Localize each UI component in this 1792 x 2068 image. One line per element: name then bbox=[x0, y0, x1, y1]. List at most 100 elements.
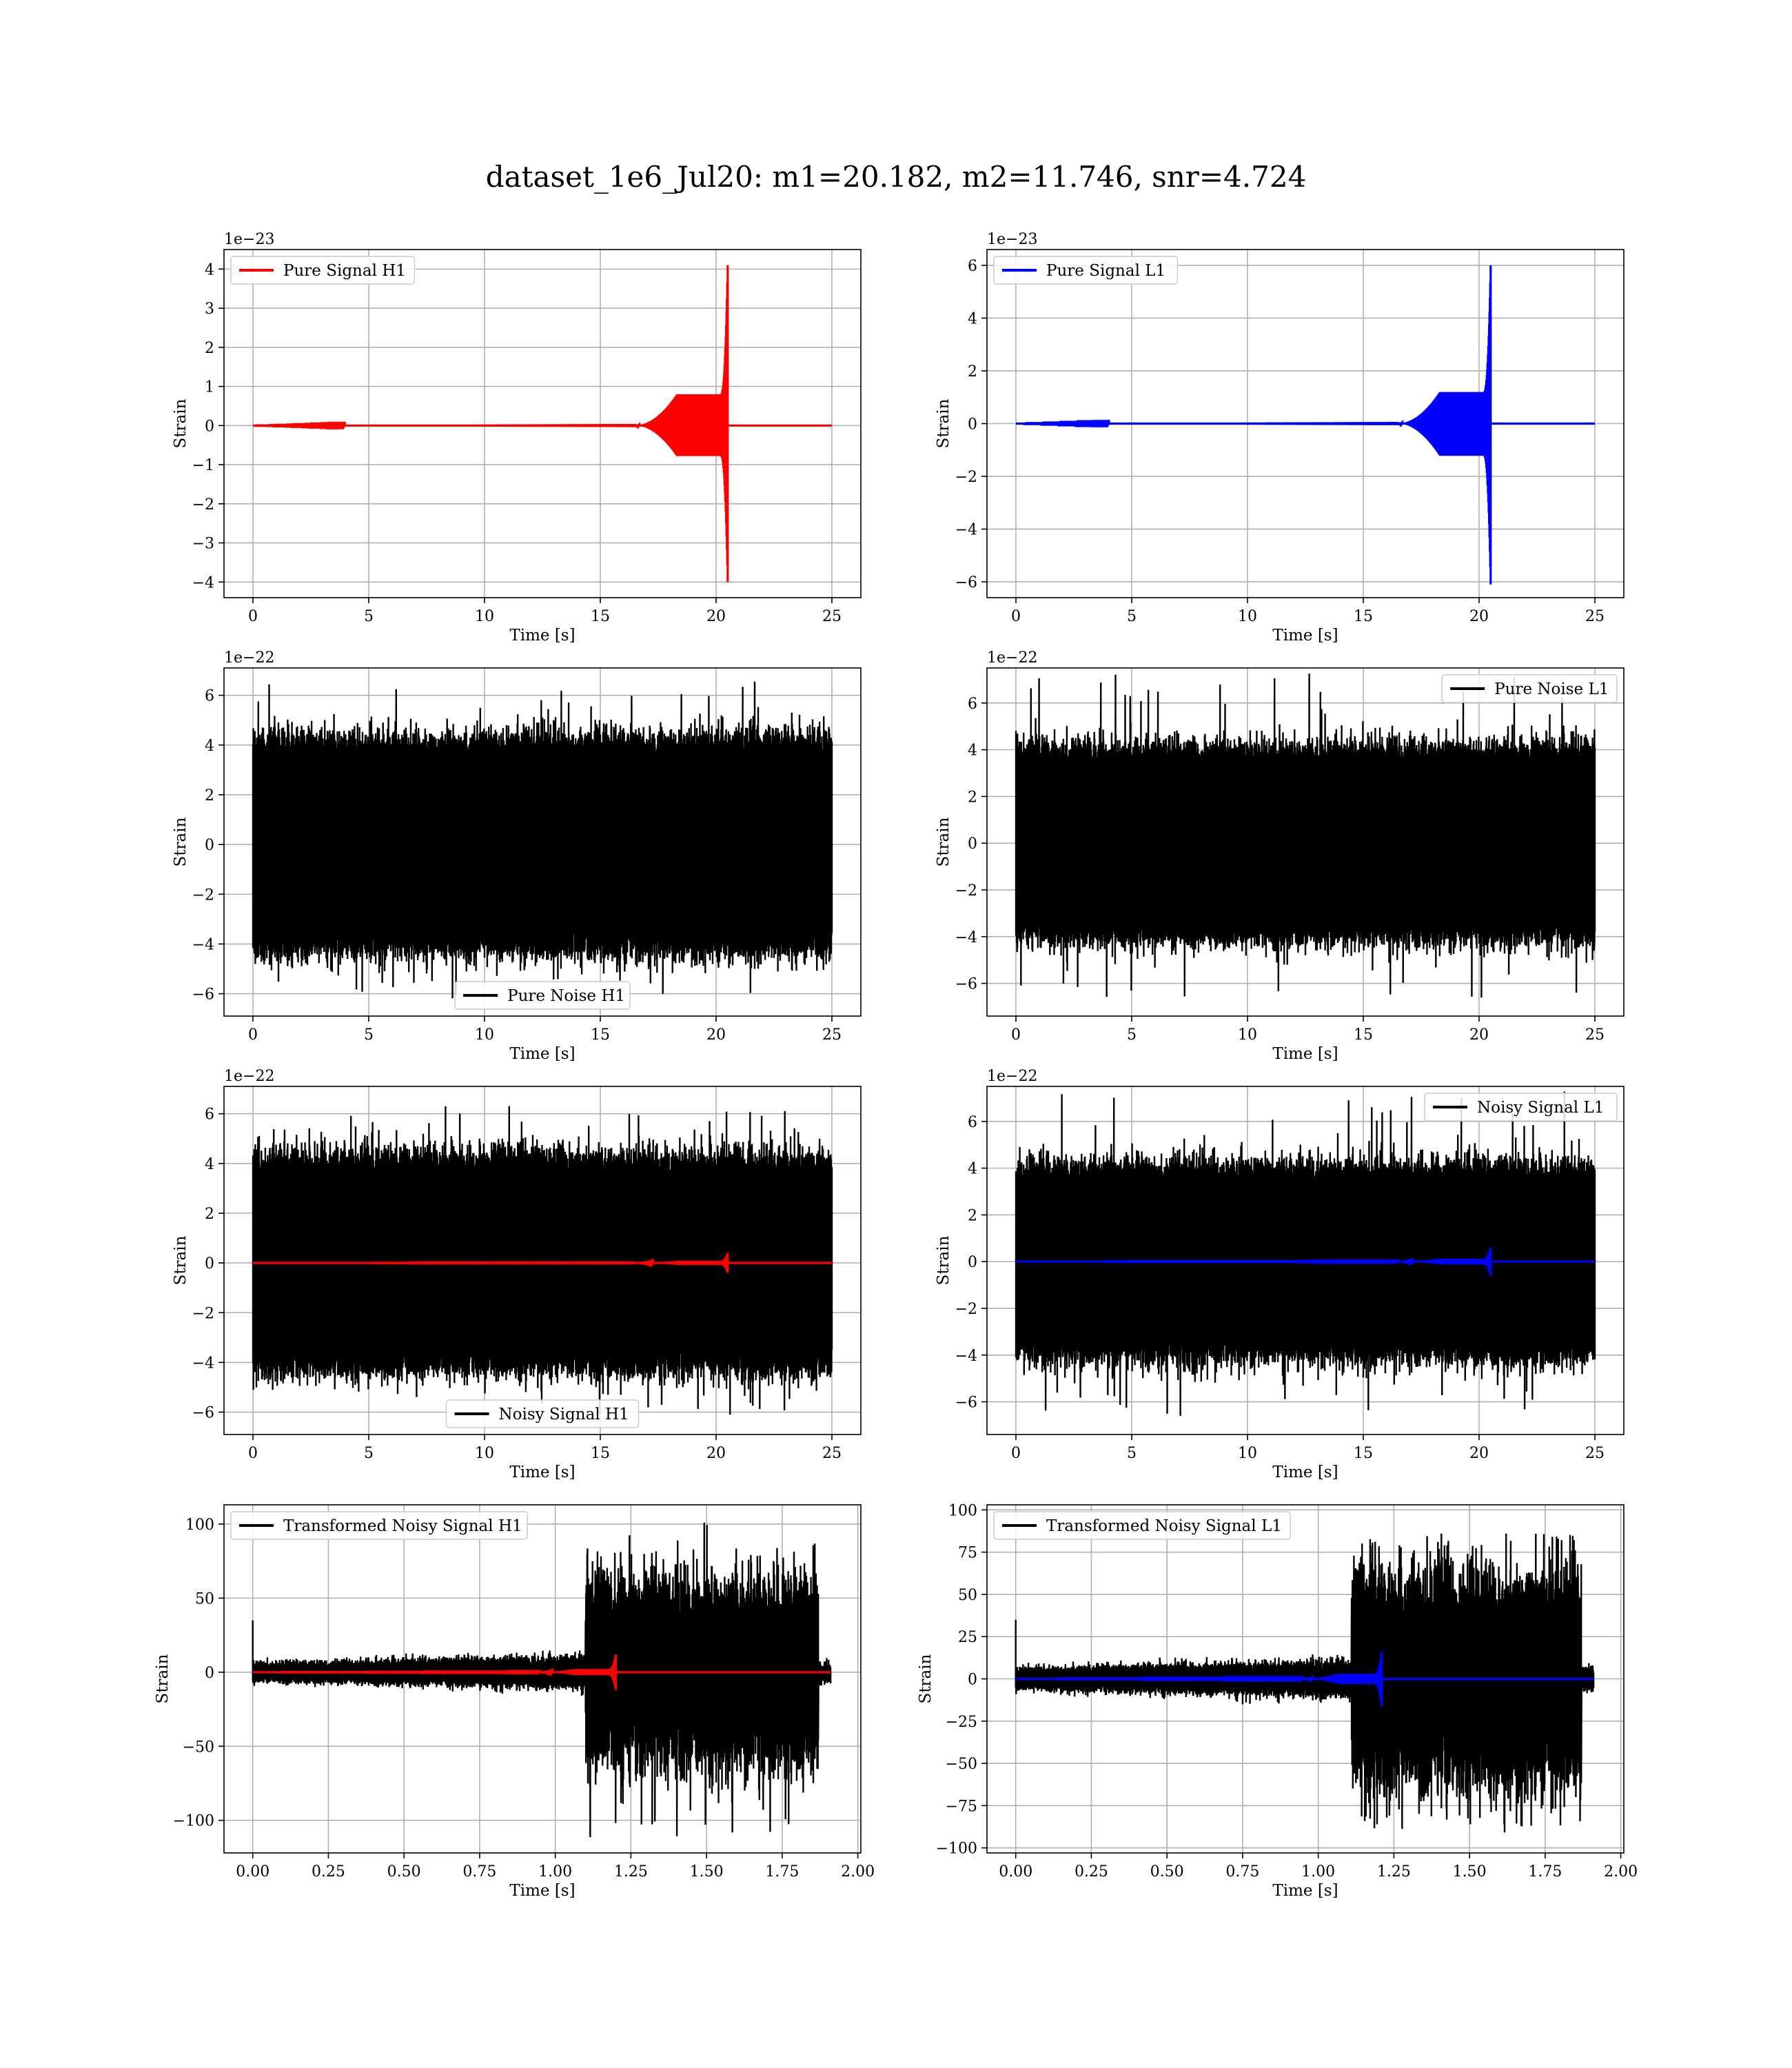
x-tick-label: 2.00 bbox=[841, 1863, 875, 1881]
plot-area bbox=[252, 1106, 833, 1415]
x-tick-label: 25 bbox=[822, 1445, 842, 1462]
x-tick-label: 2.00 bbox=[1604, 1863, 1638, 1881]
x-tick-label: 0 bbox=[1011, 1026, 1021, 1044]
x-tick-label: 0 bbox=[248, 608, 258, 625]
figure-title: dataset_1e6_Jul20: m1=20.182, m2=11.746,… bbox=[485, 160, 1307, 194]
y-tick-label: −100 bbox=[936, 1841, 977, 1858]
x-axis-label: Time [s] bbox=[509, 1463, 575, 1481]
subplot-transformed-noisy-signal-l1: 0.00 0.25 0.50 0.75 1.00 1.25 1.50 1.75 2.00 −100… bbox=[917, 1502, 1638, 1900]
x-tick-label: 10 bbox=[475, 608, 494, 625]
y-tick-label: 0 bbox=[205, 418, 214, 435]
legend-label: Pure Noise H1 bbox=[507, 987, 625, 1005]
y-offset-text: 1e−23 bbox=[224, 231, 274, 248]
x-tick-label: 0.00 bbox=[999, 1863, 1032, 1881]
legend-label: Noisy Signal H1 bbox=[499, 1406, 629, 1423]
y-offset-text: 1e−22 bbox=[987, 649, 1037, 667]
y-offset-text: 1e−22 bbox=[224, 649, 274, 667]
y-tick-label: 6 bbox=[968, 696, 977, 713]
x-tick-label: 0 bbox=[248, 1026, 258, 1044]
legend-label: Pure Noise L1 bbox=[1494, 680, 1609, 698]
x-axis-label: Time [s] bbox=[1272, 1045, 1338, 1063]
y-tick-label: −4 bbox=[955, 522, 977, 539]
subplot-pure-noise-l1: 0 5 10 15 20 25 −6 −4 −2 0 2 4 6 Time [s] Strain 1e−22 P… bbox=[935, 649, 1625, 1063]
x-tick-label: 10 bbox=[1238, 1026, 1257, 1044]
legend: Pure Noise H1 bbox=[454, 981, 631, 1010]
y-tick-label: −6 bbox=[955, 1395, 977, 1412]
y-tick-label: 0 bbox=[205, 1255, 214, 1273]
x-tick-label: 25 bbox=[1585, 1026, 1605, 1044]
x-tick-label: 1.75 bbox=[765, 1863, 799, 1881]
x-tick-label: 25 bbox=[822, 608, 842, 625]
axes-frame bbox=[223, 249, 862, 598]
legend: Noisy Signal L1 bbox=[1424, 1093, 1618, 1122]
y-tick-label: 50 bbox=[958, 1587, 977, 1604]
y-tick-label: 2 bbox=[205, 787, 214, 804]
y-tick-label: −75 bbox=[946, 1798, 977, 1815]
legend-box bbox=[230, 1511, 528, 1540]
x-tick-label: 20 bbox=[706, 1445, 726, 1462]
y-tick-label: 2 bbox=[968, 363, 977, 381]
plot-area bbox=[1015, 1091, 1596, 1417]
subplot-pure-signal-h1: 0 5 10 15 20 25 −4 −3 −2 −1 0 1 2 3 4 Time [s] Strain 1e−… bbox=[172, 231, 862, 645]
x-tick-label: 1.25 bbox=[1377, 1863, 1411, 1881]
y-tick-label: −6 bbox=[955, 976, 977, 993]
x-tick-label: 1.25 bbox=[614, 1863, 648, 1881]
plot-area bbox=[252, 1522, 832, 1838]
y-axis-label: Strain bbox=[935, 817, 953, 866]
x-tick-label: 5 bbox=[364, 608, 374, 625]
y-tick-label: −4 bbox=[955, 929, 977, 946]
y-tick-label: 50 bbox=[195, 1590, 214, 1608]
x-tick-label: 5 bbox=[1127, 608, 1137, 625]
y-tick-label: 100 bbox=[948, 1502, 977, 1519]
legend: Transformed Noisy Signal L1 bbox=[993, 1511, 1291, 1540]
plot-area bbox=[1016, 265, 1595, 585]
plot-area bbox=[1015, 1533, 1595, 1833]
y-tick-label: −2 bbox=[955, 469, 977, 486]
axes-frame bbox=[986, 1086, 1625, 1435]
axes-frame bbox=[986, 667, 1625, 1017]
legend: Pure Signal L1 bbox=[993, 256, 1179, 285]
y-tick-label: 6 bbox=[968, 258, 977, 275]
y-tick-label: 0 bbox=[205, 837, 214, 854]
x-tick-label: 15 bbox=[1354, 1026, 1373, 1044]
y-tick-label: 2 bbox=[968, 789, 977, 806]
y-offset-text: 1e−23 bbox=[987, 231, 1037, 248]
y-axis-label: Strain bbox=[935, 398, 953, 448]
legend-box bbox=[445, 1399, 640, 1428]
legend-box bbox=[230, 256, 416, 285]
y-tick-label: 0 bbox=[968, 416, 977, 434]
y-tick-label: 0 bbox=[968, 1254, 977, 1271]
y-tick-label: −6 bbox=[192, 1405, 214, 1422]
y-tick-label: 0 bbox=[968, 835, 977, 853]
series-transformed-noisy-signal-l1-overlay bbox=[1015, 1652, 1594, 1706]
y-tick-label: 2 bbox=[968, 1207, 977, 1224]
y-tick-label: 4 bbox=[205, 261, 214, 278]
series-transformed-noisy-signal-l1 bbox=[1015, 1533, 1595, 1833]
y-tick-label: −6 bbox=[955, 574, 977, 591]
y-tick-label: −2 bbox=[192, 886, 214, 904]
axes-frame bbox=[223, 1504, 862, 1854]
subplot-pure-noise-h1: 0 5 10 15 20 25 −6 −4 −2 0 2 4 6 Time [s] Strain 1e−22 P… bbox=[172, 649, 862, 1063]
x-axis-label: Time [s] bbox=[509, 1045, 575, 1063]
x-tick-label: 1.00 bbox=[1301, 1863, 1335, 1881]
legend-label: Transformed Noisy Signal L1 bbox=[1046, 1517, 1282, 1535]
legend-box bbox=[1424, 1093, 1618, 1122]
x-tick-label: 10 bbox=[1238, 1445, 1257, 1462]
plot-area bbox=[253, 265, 832, 582]
y-tick-label: 6 bbox=[205, 1106, 214, 1124]
y-tick-label: 4 bbox=[968, 1161, 977, 1178]
x-tick-label: 0.25 bbox=[1075, 1863, 1108, 1881]
y-tick-label: 4 bbox=[205, 1156, 214, 1173]
plot-area bbox=[1015, 673, 1596, 998]
y-axis-label: Strain bbox=[172, 1235, 190, 1285]
legend-box bbox=[993, 1511, 1291, 1540]
y-tick-label: 0 bbox=[968, 1672, 977, 1689]
y-tick-label: 75 bbox=[958, 1545, 977, 1562]
x-tick-label: 25 bbox=[822, 1026, 842, 1044]
x-tick-label: 20 bbox=[1469, 608, 1489, 625]
y-tick-label: −6 bbox=[192, 986, 214, 1004]
x-tick-label: 0 bbox=[248, 1445, 258, 1462]
x-tick-label: 25 bbox=[1585, 1445, 1605, 1462]
y-tick-label: 6 bbox=[205, 688, 214, 705]
